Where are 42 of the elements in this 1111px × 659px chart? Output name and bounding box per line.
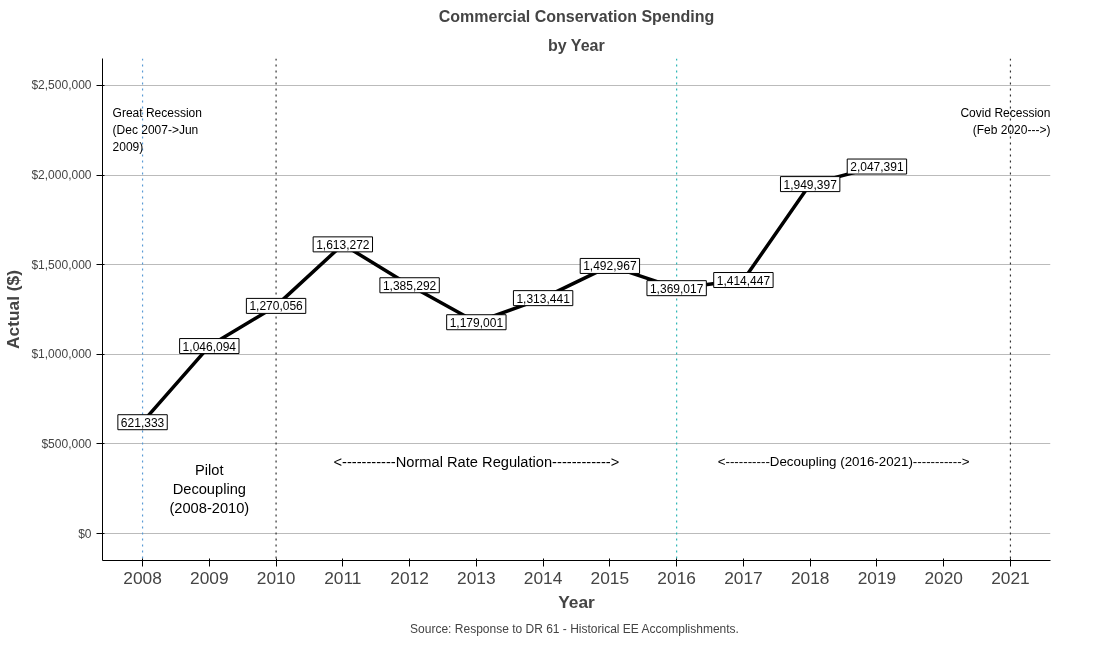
text: 1,613,272 bbox=[316, 237, 370, 252]
text: 1,385,292 bbox=[382, 278, 437, 293]
y-tick-label: $2,500,000 bbox=[31, 78, 92, 93]
text: 621,333 bbox=[120, 415, 165, 430]
source-note: Source: Response to DR 61 - Historical EE Accomplishments. bbox=[410, 621, 739, 636]
annotation: Covid Recession (Feb 2020--->) bbox=[960, 105, 1051, 137]
x-axis-title: Year bbox=[558, 591, 596, 612]
text: 1,492,967 bbox=[583, 259, 637, 274]
chart-title: Commercial Conservation Spending bbox=[438, 7, 715, 25]
annotation: <-----------Normal Rate Regulation------------> bbox=[333, 453, 620, 470]
y-tick-label: $2,000,000 bbox=[31, 168, 92, 183]
y-tick-label: $1,500,000 bbox=[31, 257, 92, 272]
x-tick-label: 2008 bbox=[123, 567, 162, 588]
y-axis-title: Actual ($) bbox=[3, 270, 24, 349]
x-tick-label: 2013 bbox=[457, 567, 496, 588]
x-tick-label: 2014 bbox=[523, 567, 563, 588]
chart-subtitle: by Year bbox=[548, 36, 605, 54]
x-tick-label: 2018 bbox=[790, 567, 830, 588]
x-tick-label: 2020 bbox=[924, 567, 963, 588]
y-tick-label: $0 bbox=[78, 526, 92, 541]
x-tick-label: 2011 bbox=[324, 567, 362, 588]
text: 2,047,391 bbox=[850, 160, 904, 175]
text: 1,414,447 bbox=[716, 273, 771, 288]
x-tick-label: 2019 bbox=[857, 567, 897, 588]
x-tick-label: 2009 bbox=[190, 567, 229, 588]
text: 1,179,001 bbox=[449, 315, 504, 330]
annotation: Pilot Decoupling (2008-2010) bbox=[169, 461, 250, 516]
text: 1,949,397 bbox=[783, 177, 837, 192]
text: 1,270,056 bbox=[249, 299, 303, 314]
annotation: Great Recession (Dec 2007->Jun 2009) bbox=[112, 106, 202, 155]
x-tick-label: 2021 bbox=[991, 567, 1030, 588]
text: 1,046,094 bbox=[182, 339, 237, 354]
y-tick-label: $1,000,000 bbox=[31, 347, 92, 362]
annotation: <----------Decoupling (2016-2021)-----------> bbox=[717, 454, 970, 470]
x-tick-label: 2010 bbox=[256, 567, 296, 588]
x-tick-label: 2015 bbox=[590, 567, 630, 588]
x-tick-label: 2012 bbox=[390, 567, 429, 588]
y-tick-label: $500,000 bbox=[41, 436, 92, 451]
text: 1,313,441 bbox=[516, 291, 570, 306]
x-tick-label: 2016 bbox=[657, 567, 696, 588]
text: 1,369,017 bbox=[649, 281, 704, 296]
x-tick-label: 2017 bbox=[724, 567, 763, 588]
